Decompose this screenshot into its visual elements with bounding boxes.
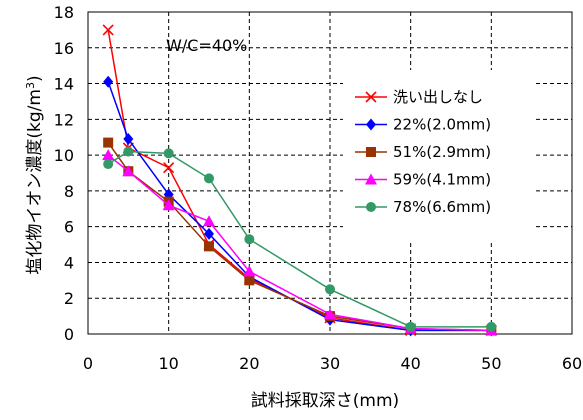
legend-item: 洗い出しなし bbox=[355, 88, 483, 106]
data-point bbox=[163, 148, 174, 159]
x-tick-labels: 0 10 20 30 40 50 60 bbox=[83, 354, 582, 373]
data-point bbox=[203, 215, 215, 227]
series-line bbox=[107, 81, 492, 332]
data-point bbox=[103, 159, 114, 170]
data-point bbox=[244, 234, 255, 245]
data-point bbox=[405, 321, 416, 332]
data-point bbox=[123, 146, 134, 157]
x-axis-title: 試料採取深さ(mm) bbox=[251, 391, 399, 411]
y-tick-label: 12 bbox=[54, 110, 74, 129]
x-tick-label: 50 bbox=[481, 354, 501, 373]
data-point bbox=[103, 137, 114, 148]
data-point bbox=[244, 275, 255, 286]
y-axis-title-sup: 3 bbox=[24, 82, 37, 89]
data-point bbox=[123, 133, 134, 146]
annotation-wc: W/C=40% bbox=[166, 36, 247, 55]
y-axis-title-close: ) bbox=[25, 75, 45, 82]
y-tick-labels: 0 2 4 6 8 10 12 14 16 18 bbox=[54, 3, 74, 344]
legend-label: 22%(2.0mm) bbox=[393, 116, 491, 134]
legend-label: 78%(6.6mm) bbox=[393, 198, 491, 216]
series-line bbox=[107, 154, 492, 332]
y-tick-label: 18 bbox=[54, 3, 74, 22]
y-tick-label: 6 bbox=[64, 218, 74, 237]
legend-label: 51%(2.9mm) bbox=[393, 143, 491, 161]
legend: 洗い出しなし 22%(2.0mm) 51%(2.9mm) 59%(4.1mm) 78%(… bbox=[343, 70, 533, 240]
legend-label: 59%(4.1mm) bbox=[393, 171, 491, 189]
x-tick-label: 60 bbox=[562, 354, 582, 373]
data-point bbox=[486, 321, 497, 332]
legend-item: 22%(2.0mm) bbox=[355, 116, 491, 134]
x-tick-label: 40 bbox=[400, 354, 420, 373]
legend-marker bbox=[366, 202, 376, 212]
legend-item: 51%(2.9mm) bbox=[355, 143, 491, 161]
y-tick-label: 14 bbox=[54, 75, 74, 94]
y-axis-title: 塩化物イオン濃度(kg/m3) bbox=[24, 75, 46, 274]
data-point bbox=[324, 308, 336, 320]
y-tick-label: 10 bbox=[54, 146, 74, 165]
x-tick-label: 10 bbox=[158, 354, 178, 373]
y-tick-label: 4 bbox=[64, 253, 74, 272]
data-point bbox=[122, 165, 135, 177]
y-tick-label: 2 bbox=[64, 289, 74, 308]
series-line bbox=[107, 150, 492, 328]
y-axis-title-main: 塩化物イオン濃度(kg/m bbox=[25, 89, 45, 275]
data-point bbox=[243, 265, 256, 277]
legend-marker bbox=[366, 118, 376, 131]
x-tick-label: 30 bbox=[320, 354, 340, 373]
y-tick-label: 16 bbox=[54, 39, 74, 58]
data-point bbox=[325, 284, 335, 295]
legend-marker bbox=[366, 147, 376, 157]
data-point bbox=[103, 75, 114, 88]
data-point bbox=[162, 199, 175, 211]
legend-label: 洗い出しなし bbox=[393, 88, 483, 106]
data-point bbox=[204, 227, 214, 240]
y-tick-label: 8 bbox=[64, 182, 74, 201]
y-tick-label: 0 bbox=[64, 325, 74, 344]
x-tick-label: 20 bbox=[239, 354, 259, 373]
data-point bbox=[102, 149, 115, 161]
legend-marker bbox=[365, 91, 377, 103]
data-point bbox=[204, 241, 214, 252]
series-layer bbox=[102, 24, 498, 337]
data-point bbox=[163, 162, 175, 174]
legend-item: 78%(6.6mm) bbox=[355, 198, 491, 216]
data-point bbox=[204, 173, 214, 184]
legend-item: 59%(4.1mm) bbox=[355, 171, 491, 189]
series-5 bbox=[103, 146, 497, 332]
x-tick-label: 0 bbox=[83, 354, 93, 373]
data-point bbox=[102, 24, 114, 36]
legend-marker bbox=[365, 173, 377, 185]
